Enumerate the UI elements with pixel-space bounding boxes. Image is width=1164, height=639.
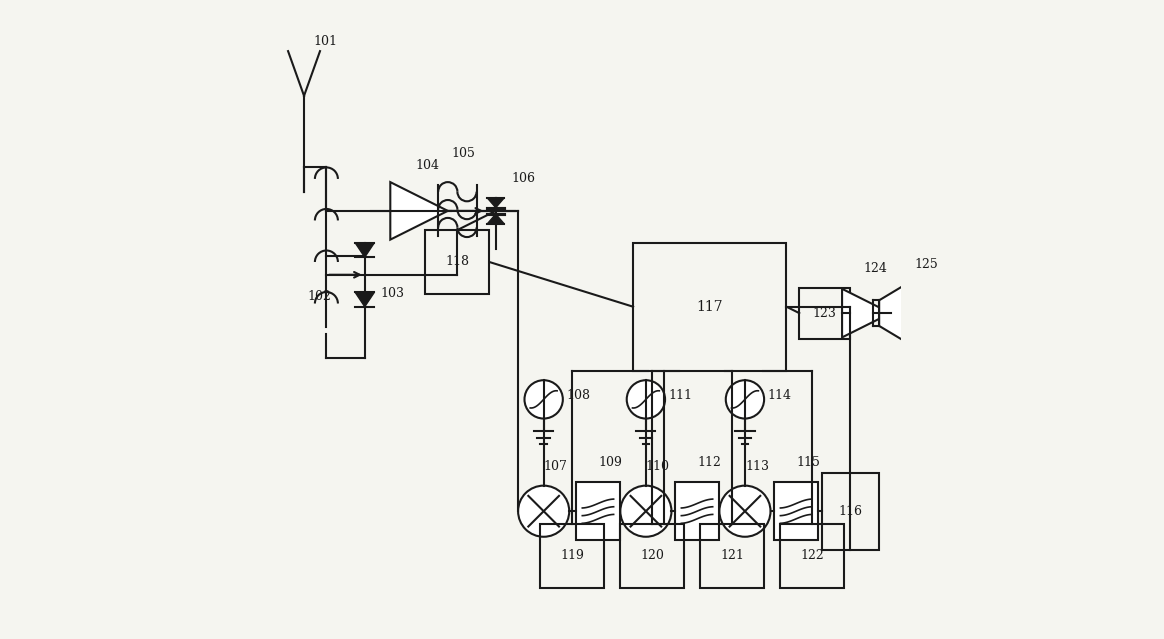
Circle shape bbox=[620, 486, 672, 537]
Bar bbox=[633, 243, 787, 371]
Text: 105: 105 bbox=[450, 146, 475, 160]
Polygon shape bbox=[355, 293, 375, 307]
Text: 124: 124 bbox=[864, 261, 887, 275]
Text: 111: 111 bbox=[668, 389, 693, 403]
Text: 110: 110 bbox=[646, 459, 670, 473]
Text: 113: 113 bbox=[745, 459, 769, 473]
Circle shape bbox=[518, 486, 569, 537]
Circle shape bbox=[726, 380, 764, 419]
Polygon shape bbox=[390, 182, 448, 240]
Polygon shape bbox=[842, 289, 890, 337]
Text: 117: 117 bbox=[696, 300, 723, 314]
Text: 102: 102 bbox=[307, 290, 331, 304]
Text: 106: 106 bbox=[512, 172, 535, 185]
Bar bbox=[675, 482, 719, 540]
Text: 120: 120 bbox=[640, 550, 665, 562]
Text: 104: 104 bbox=[416, 159, 440, 173]
Text: 119: 119 bbox=[561, 550, 584, 562]
Circle shape bbox=[719, 486, 771, 537]
Text: 122: 122 bbox=[800, 550, 824, 562]
Polygon shape bbox=[355, 243, 375, 258]
Text: 123: 123 bbox=[812, 307, 837, 320]
Bar bbox=[701, 524, 764, 588]
Text: 108: 108 bbox=[566, 389, 590, 403]
Text: 125: 125 bbox=[914, 258, 938, 272]
Bar bbox=[822, 473, 879, 550]
Polygon shape bbox=[879, 281, 911, 345]
Text: 109: 109 bbox=[598, 456, 622, 470]
Text: 118: 118 bbox=[446, 256, 469, 268]
Text: 114: 114 bbox=[767, 389, 792, 403]
Text: 103: 103 bbox=[381, 287, 405, 300]
Bar bbox=[426, 230, 489, 294]
Bar bbox=[620, 524, 684, 588]
Polygon shape bbox=[488, 198, 504, 208]
Circle shape bbox=[525, 380, 563, 419]
Bar bbox=[576, 482, 620, 540]
Bar bbox=[800, 288, 851, 339]
Bar bbox=[774, 482, 818, 540]
Text: 115: 115 bbox=[796, 456, 819, 470]
Text: 121: 121 bbox=[721, 550, 744, 562]
Text: 112: 112 bbox=[697, 456, 721, 470]
Text: 107: 107 bbox=[544, 459, 568, 473]
Text: 101: 101 bbox=[313, 35, 338, 48]
Text: 116: 116 bbox=[838, 505, 863, 518]
Bar bbox=[540, 524, 604, 588]
Polygon shape bbox=[488, 214, 504, 224]
Circle shape bbox=[626, 380, 665, 419]
Bar bbox=[780, 524, 844, 588]
